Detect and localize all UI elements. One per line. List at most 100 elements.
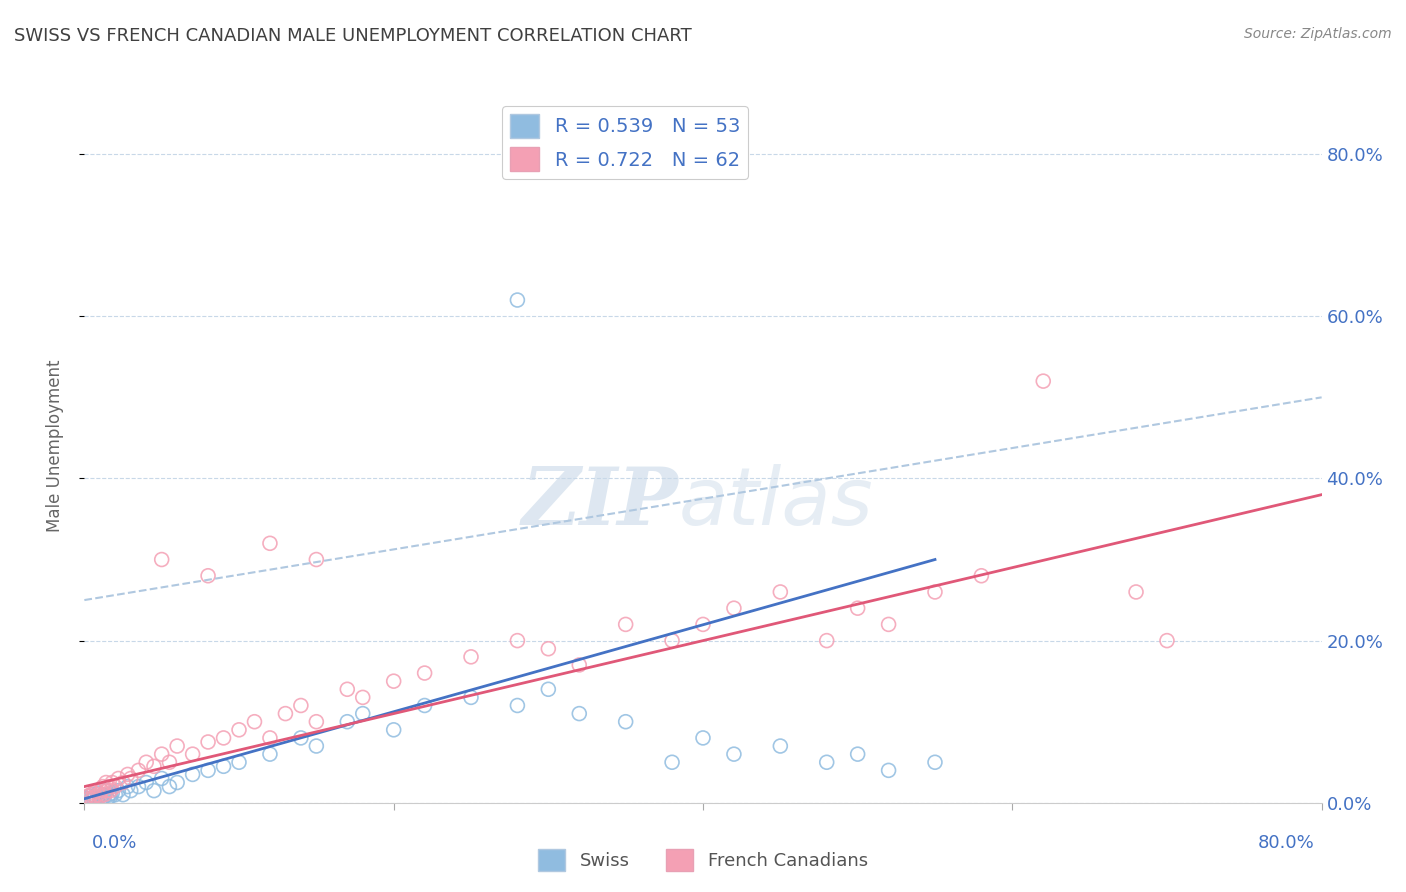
Point <box>506 293 529 307</box>
Point <box>259 536 281 550</box>
Point <box>723 747 745 761</box>
Point <box>120 783 142 797</box>
Point <box>104 780 127 794</box>
Point <box>89 789 111 804</box>
Point <box>614 714 637 729</box>
Point <box>86 791 108 805</box>
Point <box>94 775 117 789</box>
Point <box>460 649 482 664</box>
Point <box>166 739 188 753</box>
Point <box>815 633 838 648</box>
Point <box>815 756 838 770</box>
Point <box>1156 633 1178 648</box>
Point <box>352 690 374 705</box>
Text: atlas: atlas <box>678 464 873 542</box>
Point <box>104 788 127 802</box>
Point <box>150 772 173 786</box>
Point <box>877 764 900 778</box>
Point <box>100 783 122 797</box>
Point <box>82 791 104 805</box>
Point <box>101 786 124 800</box>
Point <box>692 731 714 745</box>
Point <box>460 690 482 705</box>
Text: SWISS VS FRENCH CANADIAN MALE UNEMPLOYMENT CORRELATION CHART: SWISS VS FRENCH CANADIAN MALE UNEMPLOYME… <box>14 27 692 45</box>
Legend: R = 0.539   N = 53, R = 0.722   N = 62: R = 0.539 N = 53, R = 0.722 N = 62 <box>502 106 748 178</box>
Point <box>76 789 98 804</box>
Point <box>82 788 104 802</box>
Point <box>97 783 120 797</box>
Point <box>537 641 560 656</box>
Point <box>98 780 121 794</box>
Point <box>352 706 374 721</box>
Text: Source: ZipAtlas.com: Source: ZipAtlas.com <box>1244 27 1392 41</box>
Point <box>970 568 993 582</box>
Point <box>274 706 297 721</box>
Point <box>413 666 436 681</box>
Text: 0.0%: 0.0% <box>91 834 136 852</box>
Point <box>290 698 312 713</box>
Point <box>197 764 219 778</box>
Point <box>84 789 107 804</box>
Point <box>91 780 114 794</box>
Point <box>506 698 529 713</box>
Point <box>305 552 328 566</box>
Point <box>228 756 250 770</box>
Point <box>568 657 591 672</box>
Point <box>83 791 105 805</box>
Point <box>413 698 436 713</box>
Point <box>83 786 105 800</box>
Point <box>87 786 110 800</box>
Point <box>77 789 100 804</box>
Text: ZIP: ZIP <box>522 465 678 541</box>
Point <box>86 783 108 797</box>
Point <box>128 764 150 778</box>
Point <box>692 617 714 632</box>
Point <box>94 783 117 797</box>
Point <box>1125 585 1147 599</box>
Point <box>77 791 100 805</box>
Point <box>117 767 139 781</box>
Point <box>107 783 129 797</box>
Point <box>197 735 219 749</box>
Point <box>769 585 792 599</box>
Point <box>181 747 204 761</box>
Point <box>159 756 181 770</box>
Point <box>382 674 405 689</box>
Point <box>79 788 101 802</box>
Point <box>84 789 107 804</box>
Point <box>614 617 637 632</box>
Point <box>120 772 142 786</box>
Y-axis label: Male Unemployment: Male Unemployment <box>45 359 63 533</box>
Point <box>877 617 900 632</box>
Point <box>150 747 173 761</box>
Point <box>846 601 869 615</box>
Point <box>98 788 121 802</box>
Point <box>135 775 157 789</box>
Point <box>1032 374 1054 388</box>
Point <box>924 756 946 770</box>
Point <box>212 731 235 745</box>
Point <box>259 731 281 745</box>
Point <box>112 775 135 789</box>
Point <box>150 552 173 566</box>
Point <box>568 706 591 721</box>
Point <box>143 759 166 773</box>
Point <box>93 788 115 802</box>
Point <box>506 633 529 648</box>
Point <box>243 714 266 729</box>
Point <box>76 791 98 805</box>
Point <box>924 585 946 599</box>
Point <box>107 772 129 786</box>
Point <box>723 601 745 615</box>
Point <box>112 788 135 802</box>
Text: 80.0%: 80.0% <box>1258 834 1315 852</box>
Point <box>90 783 112 797</box>
Point <box>382 723 405 737</box>
Point <box>159 780 181 794</box>
Point <box>89 789 111 804</box>
Point <box>97 791 120 805</box>
Point <box>769 739 792 753</box>
Point <box>166 775 188 789</box>
Point <box>135 756 157 770</box>
Point <box>336 714 359 729</box>
